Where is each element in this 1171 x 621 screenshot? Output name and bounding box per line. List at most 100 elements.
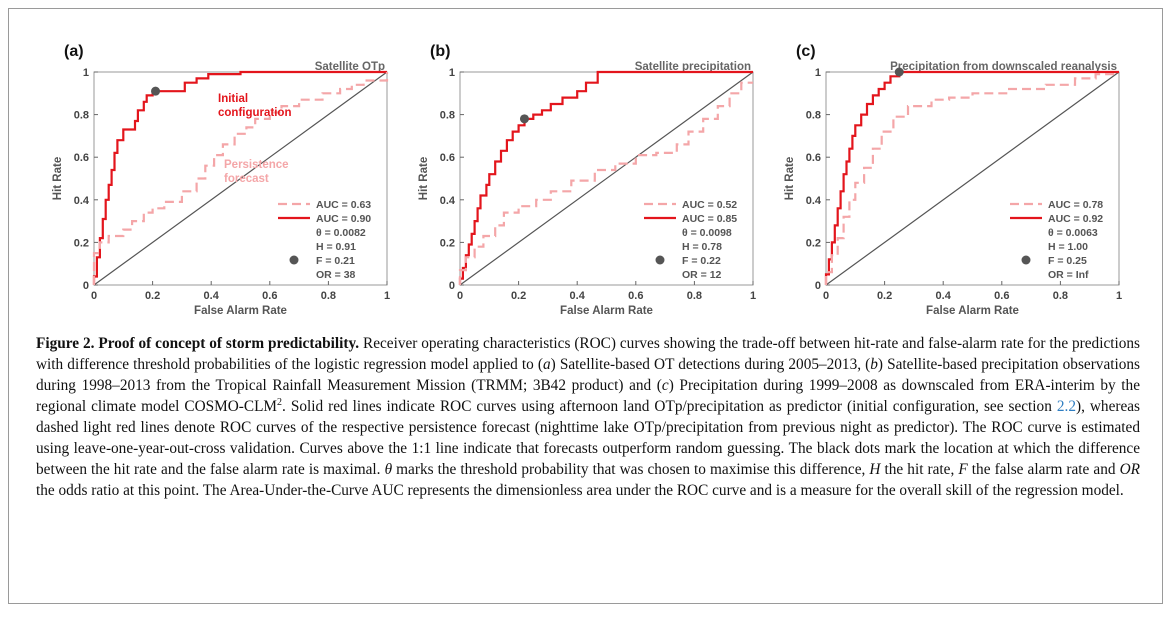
x-tick-label: 0.2 (511, 290, 526, 302)
y-tick-label: 0.2 (440, 237, 455, 249)
panel-title: Satellite OTp (315, 61, 385, 73)
legend-dot (289, 255, 299, 265)
legend-dot (655, 255, 665, 265)
legend-entry: OR = Inf (1048, 269, 1089, 281)
optimal-point-dot (894, 67, 904, 77)
caption-text: . Solid red lines indicate ROC curves us… (282, 398, 1057, 415)
section-link[interactable]: 2.2 (1056, 398, 1076, 415)
legend-entry: F = 0.25 (1048, 255, 1087, 267)
x-tick-label: 0.2 (145, 290, 160, 302)
legend-box (274, 192, 382, 280)
legend-entry: H = 1.00 (1048, 241, 1088, 253)
caption-italic: a (543, 356, 551, 373)
x-tick-label: 1 (384, 290, 390, 302)
annotation-configuration: configuration (218, 107, 291, 119)
legend-entry: OR = 12 (682, 269, 722, 281)
legend-entry: AUC = 0.63 (316, 199, 371, 211)
legend-entry: H = 0.78 (682, 241, 722, 253)
annotation-initial: Initial (218, 93, 248, 105)
x-tick-label: 0.8 (321, 290, 336, 302)
y-tick-label: 0 (83, 280, 89, 292)
x-axis-label: False Alarm Rate (194, 305, 287, 317)
initial-roc-curve (92, 70, 387, 285)
initial-roc-curve (824, 70, 1119, 285)
persistence-roc-curve (92, 72, 389, 285)
diagonal-line (825, 71, 1120, 286)
legend-entry: θ = 0.0063 (1048, 227, 1098, 239)
x-tick-label: 1 (1116, 290, 1122, 302)
legend-entry: H = 0.91 (316, 241, 356, 253)
panel-title: Satellite precipitation (635, 61, 751, 73)
legend-box (1006, 192, 1114, 280)
y-tick-label: 0.6 (806, 152, 821, 164)
caption-text: the odds ratio at this point. The Area-U… (36, 482, 1124, 499)
caption-text: the false alarm rate and (967, 461, 1120, 478)
y-tick-label: 1 (83, 67, 89, 79)
x-tick-label: 0 (91, 290, 97, 302)
caption-label: Figure 2. (36, 335, 95, 352)
y-tick-label: 0.4 (74, 195, 90, 207)
annotation-forecast: forecast (224, 173, 269, 185)
panel-letter: (a) (64, 43, 84, 60)
x-axis-label: False Alarm Rate (926, 305, 1019, 317)
x-tick-label: 0.6 (994, 290, 1009, 302)
caption-text: ), whereas dashed light red lines denote… (36, 398, 1140, 478)
caption-superscript: 2 (277, 396, 283, 408)
caption-text: Receiver operating characteristics (ROC)… (36, 335, 1140, 373)
legend-entry: AUC = 0.92 (1048, 213, 1103, 225)
optimal-point-dot (519, 114, 529, 124)
figure-caption: Figure 2. Proof of concept of storm pred… (36, 333, 1140, 501)
legend-entry: F = 0.21 (316, 255, 355, 267)
x-tick-label: 0.4 (204, 290, 220, 302)
roc-figure: (a) Satellite OTp 0 0.2 0.4 0.6 0.8 1 0 0.2 0.4 0.6… (52, 43, 1122, 317)
optimal-point-dot (151, 86, 161, 96)
y-tick-label: 0.8 (74, 110, 89, 122)
panel-letter: (b) (430, 43, 450, 60)
annotation-persistence: Persistence (224, 159, 289, 171)
x-tick-label: 0.4 (570, 290, 586, 302)
diagonal-line (93, 71, 388, 286)
x-tick-label: 0.2 (877, 290, 892, 302)
caption-text: ) Precipitation during 1999–2008 as down… (36, 377, 1140, 415)
legend-entry: AUC = 0.85 (682, 213, 737, 225)
y-tick-label: 0 (449, 280, 455, 292)
x-tick-label: 0.6 (628, 290, 643, 302)
persistence-roc-curve (458, 81, 753, 285)
y-tick-label: 0.4 (440, 195, 456, 207)
caption-text: marks the threshold probability that was… (392, 461, 870, 478)
y-tick-label: 0 (815, 280, 821, 292)
x-axis-label: False Alarm Rate (560, 305, 653, 317)
y-tick-label: 0.4 (806, 195, 822, 207)
x-tick-label: 0.8 (1053, 290, 1068, 302)
y-tick-label: 0.8 (440, 110, 455, 122)
diagonal-line (459, 71, 754, 286)
legend-entry: AUC = 0.52 (682, 199, 737, 211)
figure-frame (8, 8, 1163, 604)
initial-roc-curve (458, 70, 753, 285)
y-tick-label: 0.2 (806, 237, 821, 249)
caption-text: ) Satellite-based OT detections during 2… (550, 356, 871, 373)
panel-letter: (c) (796, 43, 816, 60)
y-tick-label: 0.6 (74, 152, 89, 164)
legend-entry: θ = 0.0098 (682, 227, 732, 239)
legend-entry: AUC = 0.90 (316, 213, 371, 225)
y-tick-label: 0.2 (74, 237, 89, 249)
caption-text: ) Satellite-based precipitation observat… (36, 356, 1140, 394)
y-tick-label: 0.8 (806, 110, 821, 122)
legend-entry: OR = 38 (316, 269, 356, 281)
y-axis-label: Hit Rate (418, 157, 430, 200)
caption-italic: c (661, 377, 669, 394)
legend-entry: AUC = 0.78 (1048, 199, 1103, 211)
legend-box (640, 192, 748, 280)
legend-dot (1021, 255, 1031, 265)
roc-panel: (b) Satellite precipitation 0 0.2 0.4 0.6 0.8 1… (418, 43, 756, 317)
x-tick-label: 0 (823, 290, 829, 302)
x-tick-label: 0.6 (262, 290, 277, 302)
caption-italic: F (958, 461, 968, 478)
panel-title: Precipitation from downscaled reanalysis (890, 61, 1117, 73)
x-tick-label: 0.4 (936, 290, 952, 302)
caption-italic: θ (384, 461, 393, 478)
x-tick-label: 1 (750, 290, 756, 302)
y-axis-label: Hit Rate (784, 157, 796, 200)
persistence-roc-curve (824, 73, 1119, 285)
